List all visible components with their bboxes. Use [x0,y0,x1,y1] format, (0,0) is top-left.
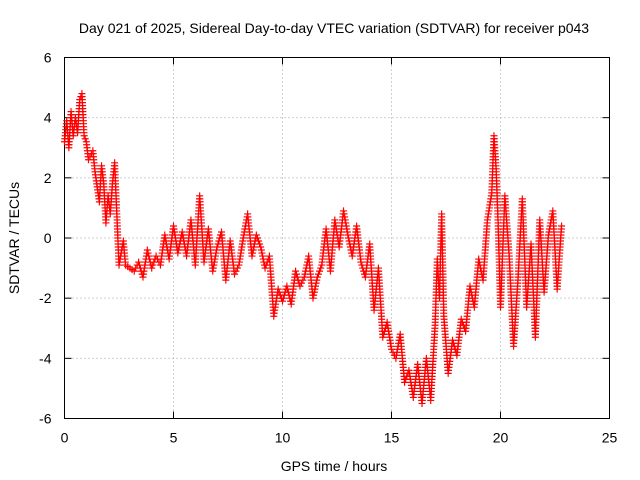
data-point-interp [81,135,89,143]
data-point-interp [310,288,318,296]
data-point-interp [292,270,300,278]
x-tick-label: 10 [275,430,291,446]
data-point-interp [174,246,182,254]
data-point-interp [250,243,258,251]
data-point-interp [144,249,152,257]
data-point-interp [253,234,261,242]
data-point [401,378,409,386]
data-point-interp [316,267,324,275]
y-tick-label: 2 [44,170,52,186]
data-point [130,267,138,275]
data-point-interp [312,282,320,290]
data-point [252,231,260,239]
data-point-interp [279,294,287,302]
data-point-interp [258,249,266,257]
data-point [279,297,286,305]
data-point [296,282,304,290]
data-point [313,273,321,281]
x-tick-label: 15 [384,430,400,446]
data-point [248,252,256,260]
data-point-interp [233,264,241,272]
data-point-interp [311,285,319,293]
data-point [475,255,483,263]
data-point [257,243,265,251]
y-tick-label: -6 [39,411,52,427]
y-tick-label: 0 [44,230,52,246]
data-point [449,336,457,344]
data-point [231,270,239,278]
y-tick-label: -2 [39,290,52,306]
data-point [143,246,151,254]
y-tick-label: 4 [44,110,52,126]
y-axis-label: SDTVAR / TECUs [6,182,22,294]
data-point [379,333,387,341]
data-point [300,273,308,281]
data-point [80,132,88,140]
data-point [344,231,352,239]
data-point-interp [345,234,353,242]
data-point [466,282,474,290]
data-point-interp [257,246,265,254]
data-point-interp [275,288,283,296]
data-point [135,258,143,266]
data-point-interp [256,240,264,248]
data-points [61,90,566,407]
data-point [174,249,182,257]
data-point [283,282,291,290]
data-point-interp [310,291,318,299]
x-tick-label: 0 [61,430,69,446]
y-tick-label: 6 [44,50,52,66]
data-point-interp [255,237,263,245]
data-point-interp [317,264,325,272]
x-tick-label: 25 [602,430,618,446]
data-point-interp [249,249,257,257]
x-tick-label: 20 [493,430,509,446]
data-point-interp [299,276,307,284]
data-point-interp [149,261,157,269]
tick-labels: 0 5 10 15 20 25 -6 -4 -2 0 2 4 6 [39,50,617,446]
data-point-interp [249,246,257,254]
data-point [357,258,365,266]
y-tick-label: -4 [39,350,52,366]
data-point-interp [313,276,321,284]
x-tick-label: 5 [170,430,178,446]
data-point [292,267,300,275]
x-axis-label: GPS time / hours [281,458,388,474]
data-point [388,345,395,353]
chart-title: Day 021 of 2025, Sidereal Day-to-day VTE… [79,20,589,36]
data-point-interp [175,243,183,251]
data-point [558,222,566,230]
data-point [274,285,282,293]
data-point-interp [312,279,320,287]
data-point-interp [145,252,153,260]
data-point-interp [314,270,322,278]
data-point-interp [259,252,267,260]
data-point-interp [232,267,240,275]
data-point-interp [297,279,305,287]
data-point [309,294,317,302]
axis-ticks [64,57,610,419]
data-point [148,264,156,272]
data-point-interp [293,273,301,281]
